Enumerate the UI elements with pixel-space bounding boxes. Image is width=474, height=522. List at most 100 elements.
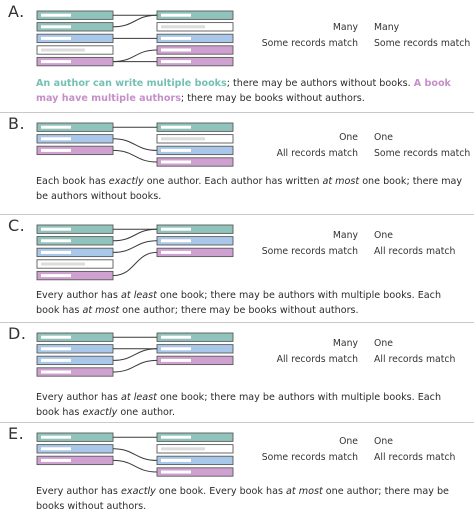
description-text: ; there may be authors without books. bbox=[226, 78, 414, 89]
author-record-blue bbox=[36, 134, 114, 144]
panel-description: An author can write multiple books; ther… bbox=[36, 77, 466, 106]
description-text: one book. Every book has bbox=[155, 486, 287, 497]
panel-e: E. One Some records match One All records ma… bbox=[0, 422, 474, 522]
cardinality-label: One bbox=[374, 338, 393, 349]
book-record-pink bbox=[156, 355, 234, 366]
right-cardinality: One All records match bbox=[374, 434, 455, 466]
book-record-blue bbox=[156, 455, 234, 466]
panel-label: A. bbox=[8, 2, 25, 21]
description-text: Every author has bbox=[36, 486, 121, 497]
book-record-empty bbox=[156, 22, 234, 32]
participation-label: All records match bbox=[276, 148, 358, 159]
emphasis-text: at most bbox=[82, 304, 120, 316]
book-record-pink bbox=[156, 247, 234, 258]
author-record-empty bbox=[36, 45, 114, 55]
cardinality-label: Many bbox=[332, 338, 358, 349]
description-text: ; there may be books without authors. bbox=[180, 92, 365, 104]
author-record-pink bbox=[36, 56, 114, 67]
description-text: Each book has bbox=[36, 176, 109, 187]
description-text: one author. bbox=[117, 406, 176, 418]
participation-label: Some records match bbox=[261, 38, 358, 49]
author-record-blue bbox=[36, 247, 114, 258]
author-record-teal bbox=[36, 122, 114, 132]
book-record-blue bbox=[156, 236, 234, 246]
highlight-text: An author can write multiple books bbox=[36, 78, 227, 89]
book-record-empty bbox=[156, 134, 234, 144]
book-record-blue bbox=[156, 344, 234, 354]
participation-label: All records match bbox=[276, 354, 358, 365]
description-text: Every author has bbox=[36, 392, 121, 403]
panel-label: C. bbox=[8, 216, 26, 235]
description-text: one author; there may be books without a… bbox=[36, 486, 449, 512]
right-cardinality: Many Some records match bbox=[374, 20, 470, 52]
left-cardinality: Many Some records match bbox=[262, 20, 358, 52]
right-cardinality: One All records match bbox=[374, 336, 455, 368]
author-record-teal bbox=[36, 432, 114, 442]
cardinality-label: Many bbox=[374, 22, 400, 33]
description-text: one author. Each author has written bbox=[143, 176, 323, 187]
book-record-pink bbox=[156, 157, 234, 167]
emphasis-text: exactly bbox=[108, 176, 144, 187]
panel-divider bbox=[0, 214, 474, 215]
panel-description: Every author has exactly one book. Every… bbox=[36, 485, 466, 514]
link-line bbox=[112, 149, 158, 163]
cardinality-label: One bbox=[374, 436, 393, 447]
panel-d: D. Many All records match One All records ma… bbox=[0, 322, 474, 422]
emphasis-text: at most bbox=[286, 486, 323, 497]
left-cardinality: One Some records match bbox=[262, 434, 358, 466]
participation-label: All records match bbox=[374, 354, 456, 365]
cardinality-label: One bbox=[374, 230, 393, 241]
participation-label: All records match bbox=[374, 246, 456, 257]
author-record-blue bbox=[36, 355, 114, 366]
book-record-pink bbox=[156, 56, 234, 67]
relationship-diagram bbox=[36, 10, 234, 67]
link-line bbox=[112, 348, 158, 361]
link-line bbox=[112, 459, 158, 473]
participation-label: Some records match bbox=[261, 452, 358, 463]
link-line bbox=[112, 240, 158, 253]
participation-label: Some records match bbox=[374, 38, 471, 49]
author-record-blue bbox=[36, 444, 114, 454]
book-record-pink bbox=[156, 45, 234, 55]
emphasis-text: exactly bbox=[82, 406, 118, 418]
link-line bbox=[112, 228, 158, 242]
author-record-pink bbox=[36, 455, 114, 466]
author-record-empty bbox=[36, 259, 114, 269]
description-text: one author; there may be books without a… bbox=[119, 304, 359, 316]
description-text: Every author has bbox=[36, 290, 121, 301]
panel-divider bbox=[0, 422, 474, 423]
left-cardinality: One All records match bbox=[277, 130, 358, 162]
author-record-teal bbox=[36, 332, 114, 342]
author-record-blue bbox=[36, 344, 114, 354]
relationship-diagram bbox=[36, 224, 234, 281]
book-record-teal bbox=[156, 224, 234, 234]
relationship-diagram bbox=[36, 332, 234, 377]
emphasis-text: at most bbox=[322, 176, 360, 187]
link-line bbox=[112, 359, 158, 373]
book-record-teal bbox=[156, 432, 234, 442]
author-record-teal bbox=[36, 22, 114, 32]
cardinality-label: One bbox=[374, 132, 393, 143]
panel-description: Every author has at least one book; ther… bbox=[36, 289, 466, 318]
link-line bbox=[112, 49, 158, 63]
relationship-diagram bbox=[36, 432, 234, 477]
right-cardinality: One All records match bbox=[374, 228, 455, 260]
book-record-blue bbox=[156, 145, 234, 156]
book-record-teal bbox=[156, 122, 234, 132]
panel-label: E. bbox=[8, 424, 25, 443]
panel-label: D. bbox=[8, 324, 27, 343]
emphasis-text: at least bbox=[121, 392, 157, 403]
participation-label: All records match bbox=[374, 452, 456, 463]
author-record-pink bbox=[36, 270, 114, 281]
description-text: one book; there may be authors without b… bbox=[36, 176, 463, 202]
link-line bbox=[112, 138, 158, 151]
participation-label: Some records match bbox=[261, 246, 358, 257]
emphasis-text: at least bbox=[121, 290, 157, 301]
author-record-teal bbox=[36, 236, 114, 246]
description-text: one book; there may be authors with mult… bbox=[36, 392, 442, 418]
right-cardinality: One Some records match bbox=[374, 130, 470, 162]
link-line bbox=[112, 448, 158, 461]
author-record-blue bbox=[36, 33, 114, 44]
highlight-text: A book may have multiple authors bbox=[36, 78, 451, 104]
panel-a: A. Many Some records match Many Some records… bbox=[0, 0, 474, 112]
